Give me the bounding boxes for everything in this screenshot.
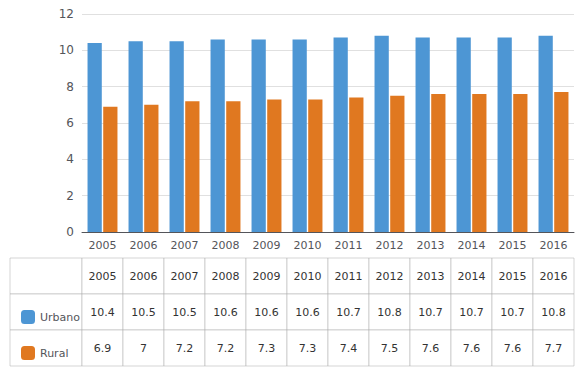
svg-text:12: 12 <box>59 7 74 21</box>
svg-text:2006: 2006 <box>130 270 158 283</box>
svg-text:10.8: 10.8 <box>377 306 402 319</box>
svg-text:2005: 2005 <box>89 270 117 283</box>
svg-text:2013: 2013 <box>417 270 445 283</box>
svg-text:2007: 2007 <box>171 270 199 283</box>
svg-text:8: 8 <box>66 80 74 94</box>
svg-text:2015: 2015 <box>499 239 527 252</box>
svg-text:7.5: 7.5 <box>381 342 399 355</box>
svg-text:2013: 2013 <box>417 239 445 252</box>
svg-text:7.6: 7.6 <box>422 342 440 355</box>
svg-text:2016: 2016 <box>540 239 568 252</box>
svg-text:10.6: 10.6 <box>295 306 320 319</box>
svg-text:2014: 2014 <box>458 270 486 283</box>
svg-text:2009: 2009 <box>253 239 281 252</box>
svg-text:7.4: 7.4 <box>340 342 358 355</box>
svg-text:10.7: 10.7 <box>500 306 525 319</box>
svg-text:7.6: 7.6 <box>504 342 522 355</box>
svg-text:2: 2 <box>66 189 74 203</box>
svg-text:10.7: 10.7 <box>418 306 443 319</box>
svg-text:10.8: 10.8 <box>541 306 566 319</box>
svg-text:2010: 2010 <box>294 270 322 283</box>
svg-text:2009: 2009 <box>253 270 281 283</box>
svg-text:Rural: Rural <box>40 347 68 360</box>
svg-text:6.9: 6.9 <box>94 342 112 355</box>
svg-text:2016: 2016 <box>540 270 568 283</box>
svg-text:10.7: 10.7 <box>459 306 484 319</box>
svg-text:6: 6 <box>66 116 74 130</box>
svg-text:2008: 2008 <box>212 270 240 283</box>
svg-text:7.2: 7.2 <box>217 342 235 355</box>
svg-text:7.6: 7.6 <box>463 342 481 355</box>
svg-text:Urbano: Urbano <box>40 311 80 324</box>
svg-text:7.3: 7.3 <box>258 342 276 355</box>
svg-text:10.5: 10.5 <box>172 306 197 319</box>
svg-text:0: 0 <box>66 225 74 239</box>
svg-text:2010: 2010 <box>294 239 322 252</box>
svg-text:7.7: 7.7 <box>545 342 563 355</box>
svg-text:10.6: 10.6 <box>213 306 238 319</box>
svg-text:2014: 2014 <box>458 239 486 252</box>
svg-text:10.4: 10.4 <box>90 306 115 319</box>
svg-text:7.3: 7.3 <box>299 342 317 355</box>
svg-text:10: 10 <box>59 43 74 57</box>
svg-text:4: 4 <box>66 152 74 166</box>
svg-text:2008: 2008 <box>212 239 240 252</box>
svg-text:7: 7 <box>140 342 147 355</box>
svg-text:2012: 2012 <box>376 270 404 283</box>
svg-text:10.6: 10.6 <box>254 306 279 319</box>
svg-text:2015: 2015 <box>499 270 527 283</box>
svg-text:2012: 2012 <box>376 239 404 252</box>
svg-text:2011: 2011 <box>335 270 363 283</box>
svg-text:2006: 2006 <box>130 239 158 252</box>
svg-text:2011: 2011 <box>335 239 363 252</box>
svg-text:2005: 2005 <box>89 239 117 252</box>
svg-text:10.7: 10.7 <box>336 306 361 319</box>
svg-text:7.2: 7.2 <box>176 342 194 355</box>
svg-text:2007: 2007 <box>171 239 199 252</box>
svg-text:10.5: 10.5 <box>131 306 156 319</box>
